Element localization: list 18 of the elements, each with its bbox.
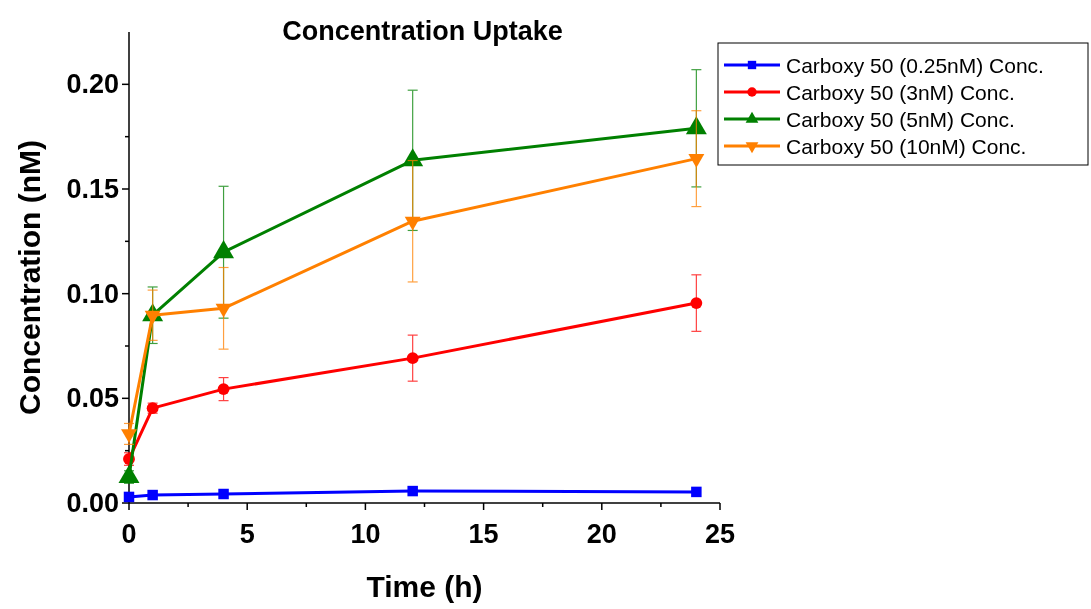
y-tick-label: 0.05 — [66, 383, 119, 414]
y-tick-label: 0.15 — [66, 174, 119, 204]
x-axis-title: Time (h) — [366, 570, 483, 603]
x-tick-label: 25 — [704, 519, 736, 549]
legend-label: Carboxy 50 (10nM) Conc. — [786, 135, 1027, 158]
x-tick-label: 10 — [350, 519, 381, 549]
chart-title: Concentration Uptake — [282, 16, 563, 46]
legend-label: Carboxy 50 (0.25nM) Conc. — [786, 54, 1044, 77]
y-tick-label: 0.00 — [66, 488, 119, 518]
y-axis-title: Concentration (nM) — [13, 140, 46, 415]
x-tick-label: 0 — [121, 519, 137, 549]
x-tick-label: 15 — [468, 519, 499, 549]
x-tick-label: 5 — [239, 519, 255, 549]
y-tick-label: 0.20 — [66, 69, 119, 100]
y-tick-label: 0.10 — [66, 278, 119, 309]
x-tick-label: 20 — [586, 519, 617, 549]
legend-label: Carboxy 50 (3nM) Conc. — [786, 81, 1015, 104]
legend-label: Carboxy 50 (5nM) Conc. — [786, 108, 1015, 131]
